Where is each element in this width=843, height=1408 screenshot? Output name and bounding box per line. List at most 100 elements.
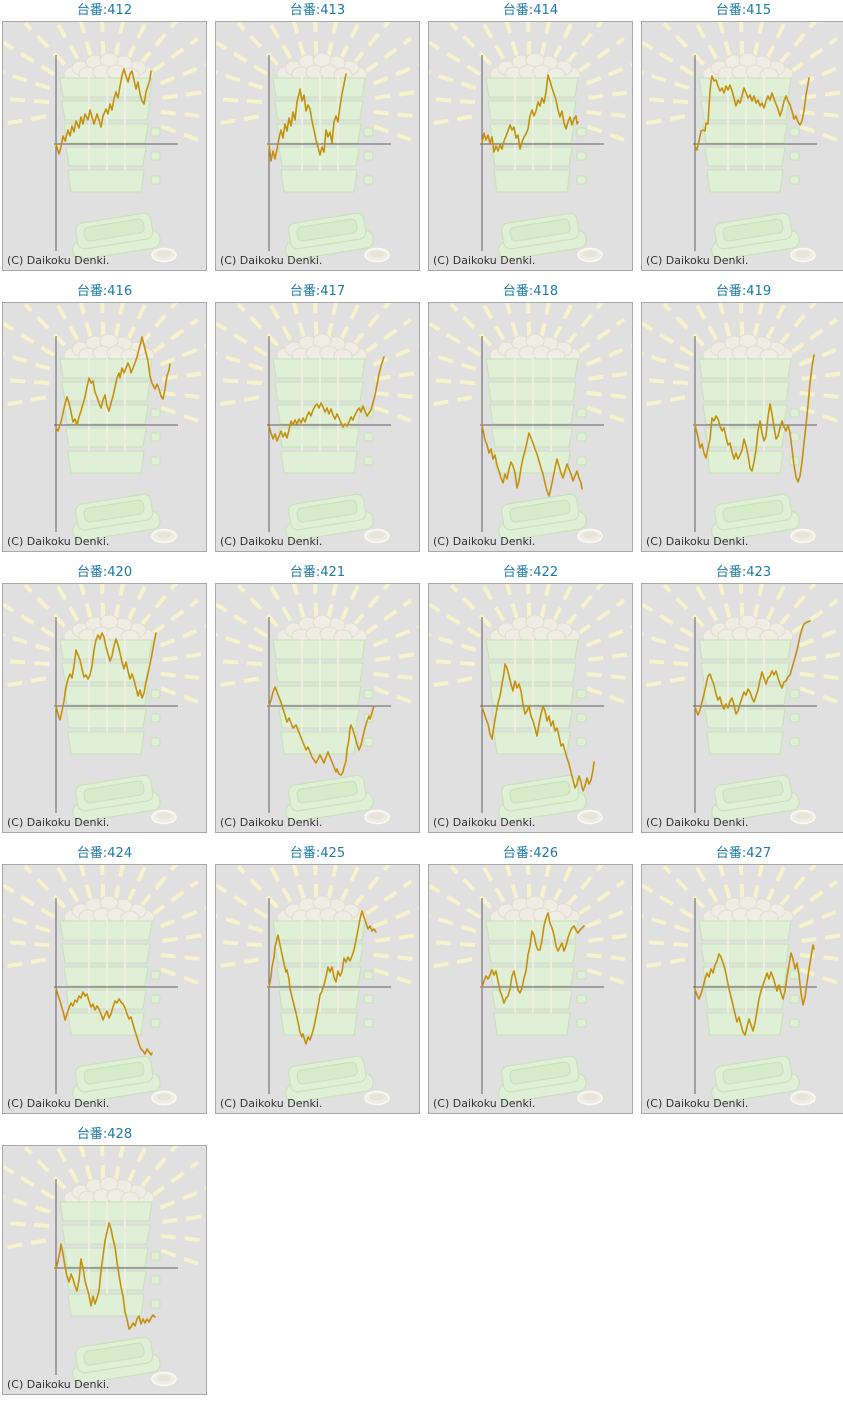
payout-line (694, 944, 815, 1036)
payout-chart: (C) Daikoku Denki. (428, 302, 633, 552)
machine-title[interactable]: 台番:419 (715, 284, 772, 299)
machine-unit: 台番:424 (C) Daikoku Denki. (2, 846, 207, 1114)
watermark-tray-graphic (216, 22, 419, 264)
chart-axes (480, 336, 604, 532)
payout-chart-svg (429, 584, 632, 826)
payout-chart-svg (642, 584, 843, 826)
machine-title[interactable]: 台番:421 (289, 565, 346, 580)
payout-line (55, 632, 157, 721)
payout-chart: (C) Daikoku Denki. (215, 864, 420, 1114)
payout-line (481, 74, 579, 153)
machine-unit: 台番:415 (C) Daikoku Denki. (641, 3, 843, 271)
watermark-tray-graphic (216, 584, 419, 826)
payout-chart: (C) Daikoku Denki. (2, 583, 207, 833)
copyright-label: (C) Daikoku Denki. (646, 254, 749, 267)
chart-axes (267, 336, 391, 532)
chart-axes (54, 55, 178, 251)
watermark-tray-graphic (429, 303, 632, 545)
payout-chart: (C) Daikoku Denki. (2, 302, 207, 552)
copyright-label: (C) Daikoku Denki. (646, 1097, 749, 1110)
machine-unit: 台番:419 (C) Daikoku Denki. (641, 284, 843, 552)
copyright-label: (C) Daikoku Denki. (7, 1097, 110, 1110)
payout-line (55, 68, 152, 155)
payout-chart-svg (429, 303, 632, 545)
payout-chart: (C) Daikoku Denki. (215, 583, 420, 833)
copyright-label: (C) Daikoku Denki. (220, 535, 323, 548)
chart-axes (693, 55, 817, 251)
watermark-tray-graphic (3, 303, 206, 545)
machine-unit: 台番:418 (C) Daikoku Denki. (428, 284, 633, 552)
payout-chart-svg (3, 865, 206, 1107)
machine-title[interactable]: 台番:415 (715, 3, 772, 18)
payout-line (694, 620, 811, 716)
watermark-tray-graphic (642, 22, 843, 264)
copyright-label: (C) Daikoku Denki. (433, 254, 536, 267)
watermark-tray-graphic (216, 303, 419, 545)
chart-axes (54, 336, 178, 532)
machine-title[interactable]: 台番:413 (289, 3, 346, 18)
payout-chart: (C) Daikoku Denki. (641, 302, 843, 552)
payout-chart: (C) Daikoku Denki. (641, 864, 843, 1114)
machine-unit: 台番:422 (C) Daikoku Denki. (428, 565, 633, 833)
payout-line (481, 912, 585, 1004)
machine-unit: 台番:423 (C) Daikoku Denki. (641, 565, 843, 833)
payout-chart: (C) Daikoku Denki. (215, 21, 420, 271)
machine-title[interactable]: 台番:414 (502, 3, 559, 18)
copyright-label: (C) Daikoku Denki. (433, 816, 536, 829)
payout-chart-svg (3, 303, 206, 545)
payout-line (481, 424, 583, 497)
machine-title[interactable]: 台番:420 (76, 565, 133, 580)
machine-title[interactable]: 台番:416 (76, 284, 133, 299)
copyright-label: (C) Daikoku Denki. (220, 1097, 323, 1110)
payout-line (268, 910, 377, 1045)
payout-chart: (C) Daikoku Denki. (215, 302, 420, 552)
copyright-label: (C) Daikoku Denki. (433, 1097, 536, 1110)
payout-chart: (C) Daikoku Denki. (2, 864, 207, 1114)
watermark-tray-graphic (642, 865, 843, 1107)
watermark-tray-graphic (3, 584, 206, 826)
payout-chart: (C) Daikoku Denki. (428, 21, 633, 271)
payout-chart-svg (3, 22, 206, 264)
chart-axes (693, 617, 817, 813)
watermark-tray-graphic (429, 22, 632, 264)
machine-unit: 台番:412 (C) Daikoku Denki. (2, 3, 207, 271)
payout-chart-svg (642, 865, 843, 1107)
machine-title[interactable]: 台番:422 (502, 565, 559, 580)
machine-unit: 台番:413 (C) Daikoku Denki. (215, 3, 420, 271)
machine-title[interactable]: 台番:412 (76, 3, 133, 18)
payout-line (55, 336, 171, 432)
watermark-tray-graphic (642, 584, 843, 826)
chart-axes (693, 898, 817, 1094)
machine-unit: 台番:426 (C) Daikoku Denki. (428, 846, 633, 1114)
machine-title[interactable]: 台番:424 (76, 846, 133, 861)
machine-title[interactable]: 台番:423 (715, 565, 772, 580)
chart-axes (480, 898, 604, 1094)
payout-chart-svg (642, 22, 843, 264)
machine-unit: 台番:425 (C) Daikoku Denki. (215, 846, 420, 1114)
payout-chart-svg (3, 1146, 206, 1388)
copyright-label: (C) Daikoku Denki. (646, 535, 749, 548)
machine-title[interactable]: 台番:417 (289, 284, 346, 299)
payout-chart: (C) Daikoku Denki. (2, 1145, 207, 1395)
chart-axes (693, 336, 817, 532)
watermark-tray-graphic (3, 1146, 206, 1388)
machine-title[interactable]: 台番:426 (502, 846, 559, 861)
watermark-tray-graphic (3, 22, 206, 264)
payout-chart-svg (216, 22, 419, 264)
watermark-tray-graphic (216, 865, 419, 1107)
payout-line (268, 356, 385, 442)
chart-axes (267, 898, 391, 1094)
copyright-label: (C) Daikoku Denki. (220, 254, 323, 267)
watermark-tray-graphic (429, 865, 632, 1107)
machine-title[interactable]: 台番:425 (289, 846, 346, 861)
machine-title[interactable]: 台番:418 (502, 284, 559, 299)
machine-title[interactable]: 台番:427 (715, 846, 772, 861)
chart-axes (267, 617, 391, 813)
machine-unit: 台番:417 (C) Daikoku Denki. (215, 284, 420, 552)
machine-unit: 台番:428 (C) Daikoku Denki. (2, 1127, 207, 1395)
chart-axes (54, 1179, 178, 1375)
machine-title[interactable]: 台番:428 (76, 1127, 133, 1142)
chart-axes (54, 898, 178, 1094)
chart-axes (54, 617, 178, 813)
